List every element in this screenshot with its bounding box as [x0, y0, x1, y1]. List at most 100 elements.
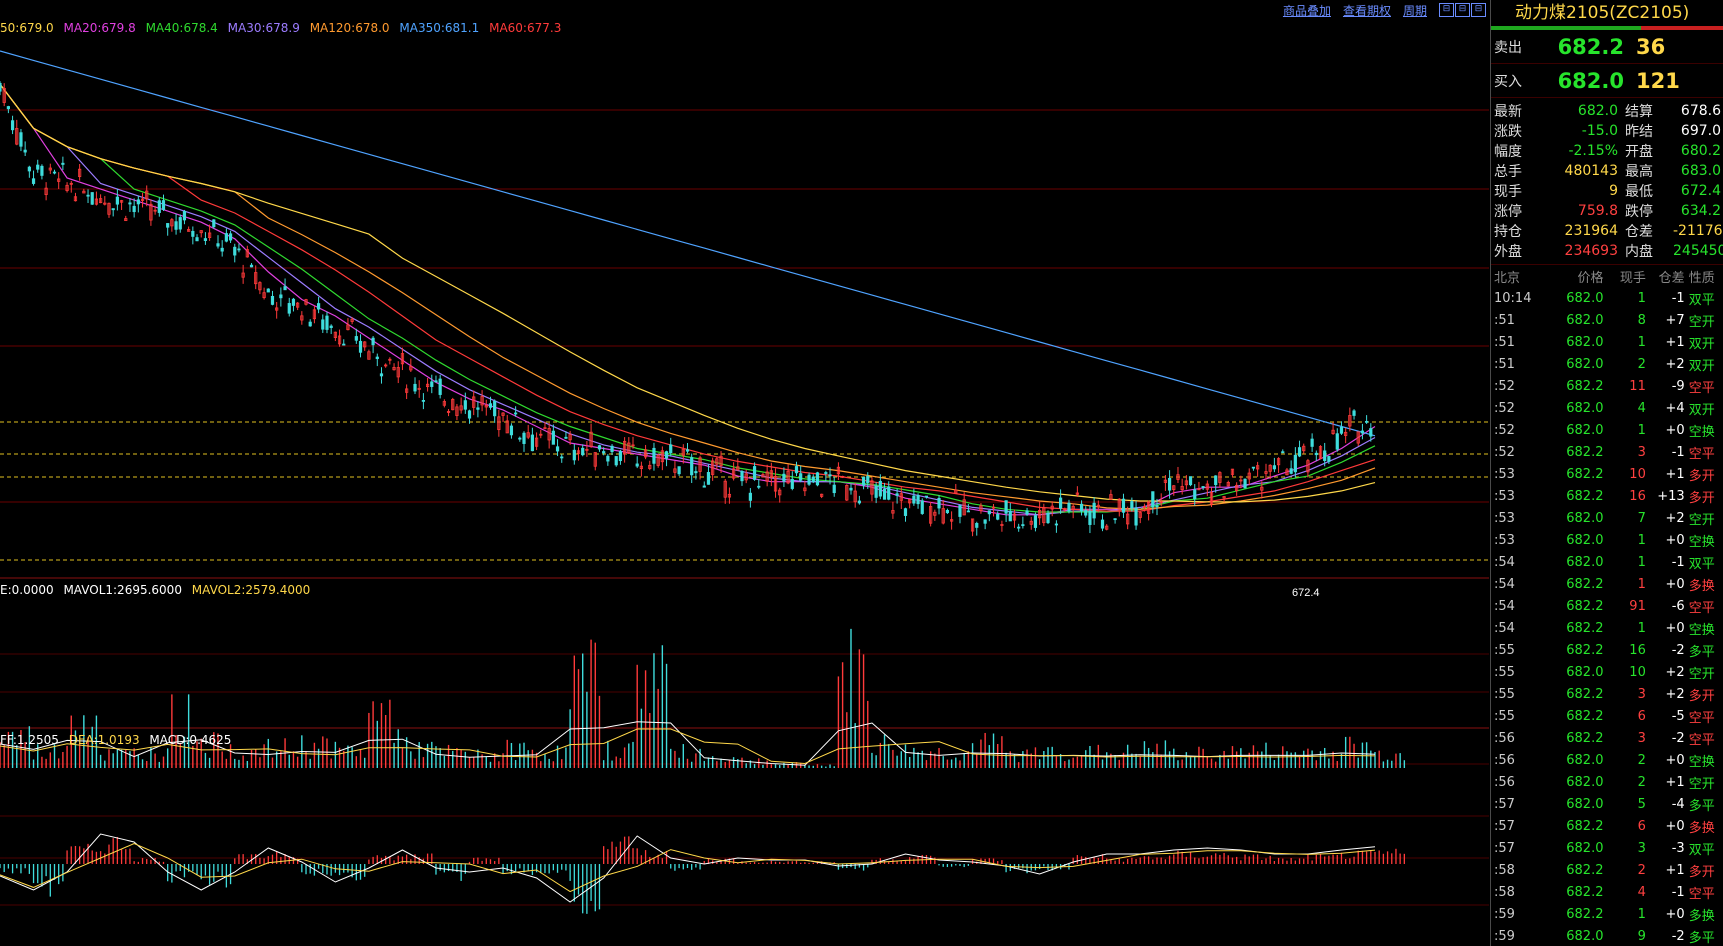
overlay-commodity-link[interactable]: 商品叠加 [1282, 3, 1331, 18]
tick-nature: 空平 [1688, 380, 1715, 396]
candle-body [1297, 447, 1302, 457]
candle-body [1209, 492, 1214, 505]
candle-body [975, 523, 979, 528]
tick-time: :55 [1494, 686, 1515, 702]
stat-value: 680.2 [1680, 143, 1721, 159]
stat-value: 480143 [1564, 163, 1618, 179]
candle-body [69, 182, 73, 185]
candle-body [392, 366, 396, 371]
candle-body [757, 485, 761, 488]
moving-average-line [0, 83, 1376, 513]
window-buttons: ⊟ ⊟ ⊟ [1439, 3, 1486, 17]
candle-body [48, 167, 52, 171]
view-options-link[interactable]: 查看期权 [1342, 3, 1391, 18]
candle-body [136, 199, 140, 205]
tick-price: 682.2 [1566, 598, 1604, 614]
stat-value: -21176 [1673, 223, 1723, 239]
candle-body [254, 272, 258, 285]
volume-ma-line [0, 721, 1376, 766]
stat-value: 231964 [1564, 223, 1618, 239]
tick-nature: 空换 [1688, 754, 1715, 770]
tick-row: :53 682.0 7 +2 空开 [1491, 507, 1723, 529]
stats-row: 幅度 -2.15% 开盘 680.2 [1491, 141, 1723, 161]
candle-body [1306, 460, 1310, 473]
candle-body [1021, 524, 1025, 527]
candle-body [467, 410, 472, 419]
candle-body [128, 202, 132, 205]
candle-body [1197, 488, 1201, 491]
tick-row: :57 682.0 5 -4 多平 [1491, 793, 1723, 815]
candle-body [1344, 431, 1348, 436]
tick-row: :59 682.0 9 -2 多平 [1491, 925, 1723, 946]
candle-body [363, 341, 367, 348]
candle-body [337, 335, 342, 345]
candle-body [1369, 428, 1373, 437]
tick-volume: 4 [1637, 400, 1646, 416]
period-link[interactable]: 周期 [1402, 3, 1427, 18]
tick-price: 682.0 [1566, 510, 1604, 526]
candle-body [224, 233, 228, 242]
candle-body [350, 318, 354, 322]
candle-body [769, 470, 773, 478]
bid-label: 买入 [1494, 73, 1522, 90]
candle-body [203, 238, 208, 241]
layout-icon[interactable]: ⊟ [1471, 3, 1486, 17]
tick-price: 682.2 [1566, 576, 1604, 592]
candle-body [325, 315, 329, 330]
tick-time: :52 [1494, 400, 1515, 416]
tick-nature: 空换 [1688, 534, 1715, 550]
candle-body [983, 519, 987, 524]
candle-body [312, 309, 317, 320]
tick-row: :55 682.2 16 -2 多平 [1491, 639, 1723, 661]
tick-volume: 2 [1637, 356, 1646, 372]
candle-body [258, 282, 262, 291]
candle-body [153, 209, 157, 212]
stats-table: 最新 682.0 结算 678.6 涨跌 -15.0 昨结 697.0 幅度 -2.15% 开盘 68… [1491, 98, 1723, 261]
tick-price: 682.2 [1566, 730, 1604, 746]
candle-body [1025, 510, 1029, 515]
stat-label: 跌停 [1625, 204, 1653, 220]
kline-chart[interactable]: 672.4 [0, 0, 1489, 946]
tick-time: :51 [1494, 312, 1515, 328]
candle-body [1218, 472, 1222, 483]
stat-value: 634.2 [1680, 203, 1721, 219]
candle-body [539, 433, 543, 436]
candle-body [790, 478, 794, 489]
tick-volume: 1 [1637, 334, 1646, 350]
candle-body [828, 474, 832, 477]
tick-nature: 多平 [1688, 644, 1715, 660]
stat-label: 最新 [1494, 104, 1522, 120]
tick-nature: 空平 [1688, 732, 1715, 748]
candle-body [576, 450, 581, 454]
candle-body [371, 337, 375, 346]
tick-volume: 2 [1637, 752, 1646, 768]
candle-body [174, 221, 178, 230]
candle-body [1071, 505, 1075, 510]
tick-list[interactable]: 10:14 682.0 1 -1 双平:51 682.0 8 +7 空开:51 682.0 1 +1 双… [1491, 287, 1723, 946]
tick-price: 682.0 [1566, 928, 1604, 944]
tick-time: :54 [1494, 620, 1515, 636]
ask-label: 卖出 [1494, 39, 1522, 56]
tick-nature: 双开 [1688, 336, 1715, 352]
candle-body [593, 452, 597, 467]
tick-oi: -3 [1671, 840, 1685, 856]
candle-body [1163, 479, 1167, 483]
candle-body [727, 493, 732, 498]
layout-icon[interactable]: ⊟ [1455, 3, 1470, 17]
candle-body [446, 411, 451, 413]
tick-time: :55 [1494, 708, 1515, 724]
tick-oi: +0 [1665, 906, 1685, 922]
tick-volume: 3 [1637, 444, 1646, 460]
candle-body [954, 489, 958, 494]
candle-body [1327, 456, 1331, 462]
layout-icon[interactable]: ⊟ [1439, 3, 1454, 17]
candle-body [933, 511, 937, 516]
stat-label: 持仓 [1494, 224, 1522, 240]
kline-chart-area[interactable]: 672.4 商品叠加 查看期权 周期 ⊟ ⊟ ⊟ 50:679.0 MA20:6… [0, 0, 1489, 946]
tick-oi: -5 [1671, 708, 1685, 724]
tick-oi: +0 [1665, 532, 1685, 548]
candle-body [1272, 465, 1276, 470]
candle-body [90, 192, 94, 205]
stat-label: 最高 [1625, 164, 1653, 180]
tick-row: :57 682.2 6 +0 多换 [1491, 815, 1723, 837]
